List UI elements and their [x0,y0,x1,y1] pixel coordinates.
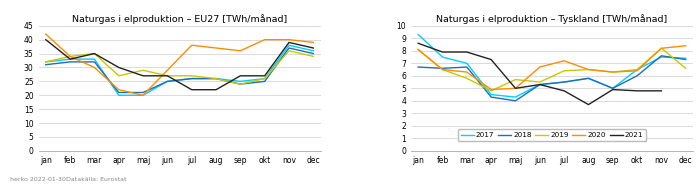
2021 [536,84,544,86]
Line: 2019: 2019 [418,48,686,91]
2021 [633,90,641,92]
2017 [414,33,422,36]
2018 [682,59,690,61]
2020 [511,87,519,89]
2021 [511,87,519,89]
2019 [487,90,496,92]
Text: Datakälla: Eurostat: Datakälla: Eurostat [66,177,127,182]
2020 [608,71,617,73]
2017 [463,62,471,64]
2018 [657,55,666,57]
2017 [511,96,519,98]
2019 [584,68,593,71]
2021 [584,103,593,106]
2018 [608,87,617,89]
2018 [463,66,471,68]
2017 [682,57,690,59]
Legend: 2017, 2018, 2019, 2020, 2021: 2017, 2018, 2019, 2020, 2021 [458,129,646,141]
2019 [560,70,568,72]
2021 [608,89,617,91]
2018 [511,100,519,102]
2019 [536,81,544,83]
2017 [438,56,447,58]
2019 [657,47,666,49]
2019 [633,68,641,71]
Line: 2021: 2021 [418,43,662,105]
2017 [608,87,617,89]
2019 [608,71,617,73]
2018 [438,67,447,69]
2019 [414,48,422,51]
2019 [511,78,519,81]
2017 [657,56,666,58]
2019 [463,77,471,79]
Title: Naturgas i elproduktion – EU27 [TWh/månad]: Naturgas i elproduktion – EU27 [TWh/måna… [72,14,287,24]
2017 [633,68,641,71]
2019 [682,67,690,69]
Line: 2020: 2020 [418,46,686,90]
2020 [633,70,641,72]
Text: herko 2022-01-30: herko 2022-01-30 [10,177,66,182]
Line: 2017: 2017 [418,35,686,97]
Line: 2018: 2018 [418,56,686,101]
2017 [536,84,544,86]
2021 [487,59,496,61]
2018 [536,84,544,86]
2017 [487,93,496,96]
2020 [463,71,471,73]
2021 [414,42,422,44]
2018 [584,77,593,79]
2021 [560,90,568,92]
2020 [560,60,568,62]
2021 [463,51,471,53]
2020 [657,47,666,49]
2018 [414,66,422,68]
2019 [438,68,447,71]
2018 [560,81,568,83]
2020 [536,66,544,68]
2021 [657,90,666,92]
2020 [682,45,690,47]
2018 [487,96,496,98]
Title: Naturgas i elproduktion – Tyskland [TWh/månad]: Naturgas i elproduktion – Tyskland [TWh/… [436,14,668,24]
2020 [438,68,447,71]
2017 [560,81,568,83]
2018 [633,75,641,77]
2021 [438,51,447,53]
2017 [584,77,593,79]
2020 [487,89,496,91]
2020 [584,68,593,71]
2020 [414,48,422,51]
